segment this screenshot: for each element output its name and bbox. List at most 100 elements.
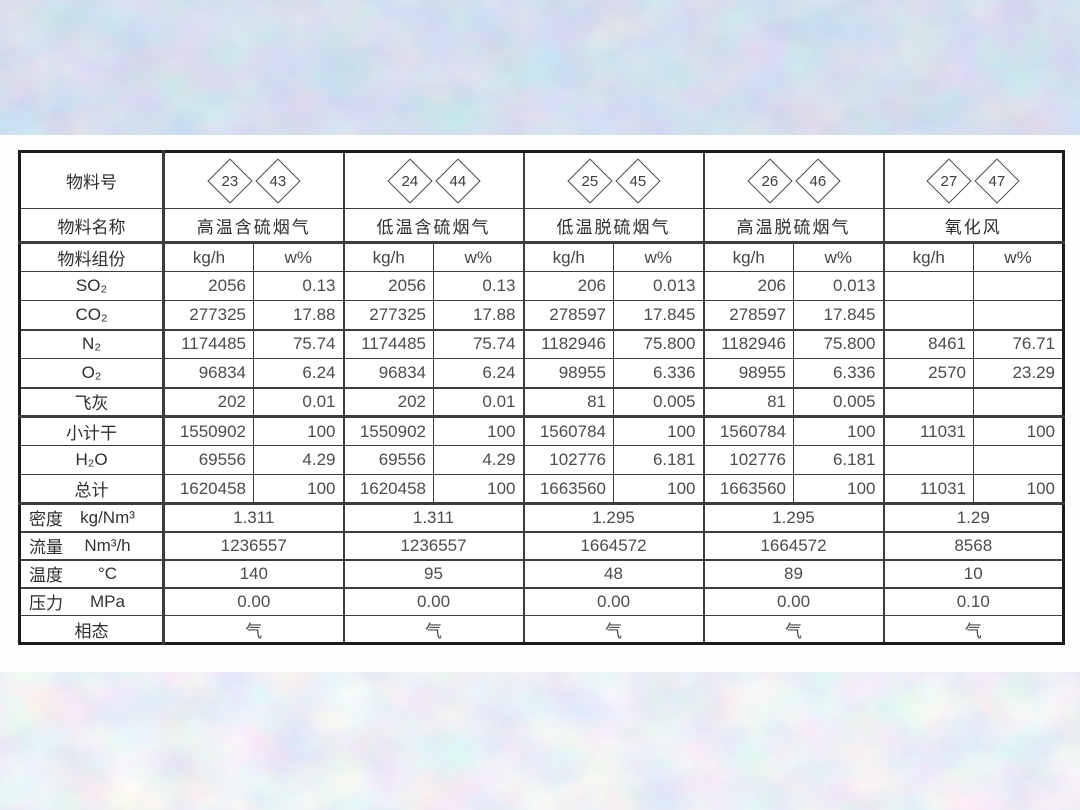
component-label: SO₂ [19,271,165,301]
value-cell: 69556 [163,445,254,475]
table-row: 压力 MPa 0.00 0.00 0.00 0.00 0.10 [19,587,1065,616]
table-row: 飞灰 202 0.01 202 0.01 81 0.005 81 0.005 [19,387,1065,418]
value-cell: 278597 [523,300,614,331]
property-label-cell: 温度 °C [19,559,165,589]
property-label-cell: 流量 Nm³/h [19,531,165,561]
value-cell: 75.800 [613,329,705,359]
property-label-cell: 压力 MPa [19,587,165,616]
kgh-header-cell: kg/h [883,242,974,272]
table-row: SO₂ 2056 0.13 2056 0.13 206 0.013 206 0.013 [19,271,1065,301]
stream-name-cell: 低温脱硫烟气 [523,208,705,244]
table-row: 物料组份 kg/h w% kg/h w% kg/h w% kg/h w% kg/h w% [19,242,1065,272]
value-cell: 100 [433,474,525,505]
property-value-cell: 1664572 [703,531,885,561]
table-row: CO₂ 277325 17.88 277325 17.88 278597 17.845 278… [19,300,1065,331]
value-cell: 277325 [163,300,254,331]
value-cell: 100 [973,416,1065,446]
property-value-cell: 1236557 [343,531,525,561]
table-row: 流量 Nm³/h 1236557 1236557 1664572 1664572 8568 [19,531,1065,561]
stream-id-number: 47 [988,172,1006,189]
value-cell: 100 [433,416,525,446]
stream-table-body: 物料号 23 43 24 44 25 45 26 46 27 47 物料名称 高温含硫烟气 低温含硫烟气低… [19,151,1065,644]
value-cell: 202 [163,387,254,418]
stream-id-number: 43 [269,172,287,189]
stream-id-group: 24 44 [345,157,522,204]
row-label-stream-id: 物料号 [19,151,165,209]
stream-table: 物料号 23 43 24 44 25 45 26 46 27 47 物料名称 高温含硫烟气 低温含硫烟气低… [18,150,1065,645]
kgh-header-cell: kg/h [163,242,254,272]
value-cell: 100 [793,416,885,446]
table-row: 总计 1620458 100 1620458 100 1663560 100 1663560 1… [19,474,1065,505]
stream-id-cell: 25 45 [523,151,705,209]
value-cell: 277325 [343,300,434,331]
table-row: N₂ 1174485 75.74 1174485 75.74 1182946 75.800 1… [19,329,1065,359]
value-cell: 100 [793,474,885,505]
value-cell: 17.845 [613,300,705,331]
value-cell [973,445,1065,475]
component-label: O₂ [19,358,165,389]
property-name: 压力 [29,594,63,614]
value-cell: 0.013 [793,271,885,301]
stream-id-number: 45 [629,172,646,189]
stream-id-cell: 24 44 [343,151,525,209]
property-value-cell: 0.10 [883,587,1065,616]
value-cell [883,300,974,331]
wpct-header-cell: w% [973,242,1065,272]
value-cell: 4.29 [253,445,345,475]
value-cell: 1174485 [343,329,434,359]
bottom-band-tint [0,672,1080,810]
value-cell: 100 [253,474,345,505]
value-cell: 6.181 [613,445,705,475]
component-label: H₂O [19,445,165,475]
value-cell: 23.29 [973,358,1065,389]
property-name: 温度 [29,566,63,585]
value-cell: 11031 [883,474,974,505]
value-cell: 81 [523,387,614,418]
stream-id-group: 23 43 [165,157,342,204]
stream-id-cell: 27 47 [883,151,1065,209]
property-unit: Nm³/h [84,535,131,555]
stream-id-number: 24 [401,172,418,189]
value-cell: 11031 [883,416,974,446]
property-value-cell: 气 [163,615,345,644]
property-value-cell: 气 [703,615,885,644]
table-row: 密度 kg/Nm³ 1.311 1.311 1.295 1.295 1.29 [19,503,1065,533]
value-cell: 75.800 [793,329,885,359]
value-cell: 2056 [163,271,254,301]
value-cell: 1620458 [163,474,254,505]
value-cell: 0.13 [433,271,525,301]
property-label-cell: 密度 kg/Nm³ [19,503,165,533]
value-cell: 1550902 [343,416,434,446]
value-cell: 2056 [343,271,434,301]
value-cell: 206 [703,271,794,301]
value-cell: 102776 [703,445,794,475]
value-cell: 6.336 [613,358,705,389]
value-cell: 98955 [703,358,794,389]
property-value-cell: 1236557 [163,531,345,561]
value-cell: 1560784 [523,416,614,446]
value-cell: 278597 [703,300,794,331]
stream-id-number: 27 [940,172,958,189]
value-cell: 96834 [343,358,434,389]
kgh-header-cell: kg/h [343,242,434,272]
value-cell: 0.005 [793,387,885,418]
property-value-cell: 10 [883,559,1065,589]
property-label-wrap: 密度 kg/Nm³ [21,505,161,530]
value-cell: 0.13 [253,271,345,301]
value-cell: 202 [343,387,434,418]
property-label-cell: 相态 [19,615,165,644]
value-cell: 8461 [883,329,974,359]
property-unit: MPa [90,591,125,611]
stream-id-diamond: 25 [566,157,613,204]
property-value-cell: 气 [343,615,525,644]
stream-name-cell: 高温含硫烟气 [163,208,345,244]
value-cell: 17.88 [253,300,345,331]
stream-id-group: 27 47 [885,157,1062,204]
stream-id-group: 25 45 [525,157,702,204]
value-cell: 17.88 [433,300,525,331]
table-row: H₂O 69556 4.29 69556 4.29 102776 6.181 102776 6.… [19,445,1065,475]
value-cell [883,445,974,475]
row-label-composition: 物料组份 [19,242,165,272]
value-cell: 102776 [523,445,614,475]
stream-id-diamond: 45 [614,157,661,204]
